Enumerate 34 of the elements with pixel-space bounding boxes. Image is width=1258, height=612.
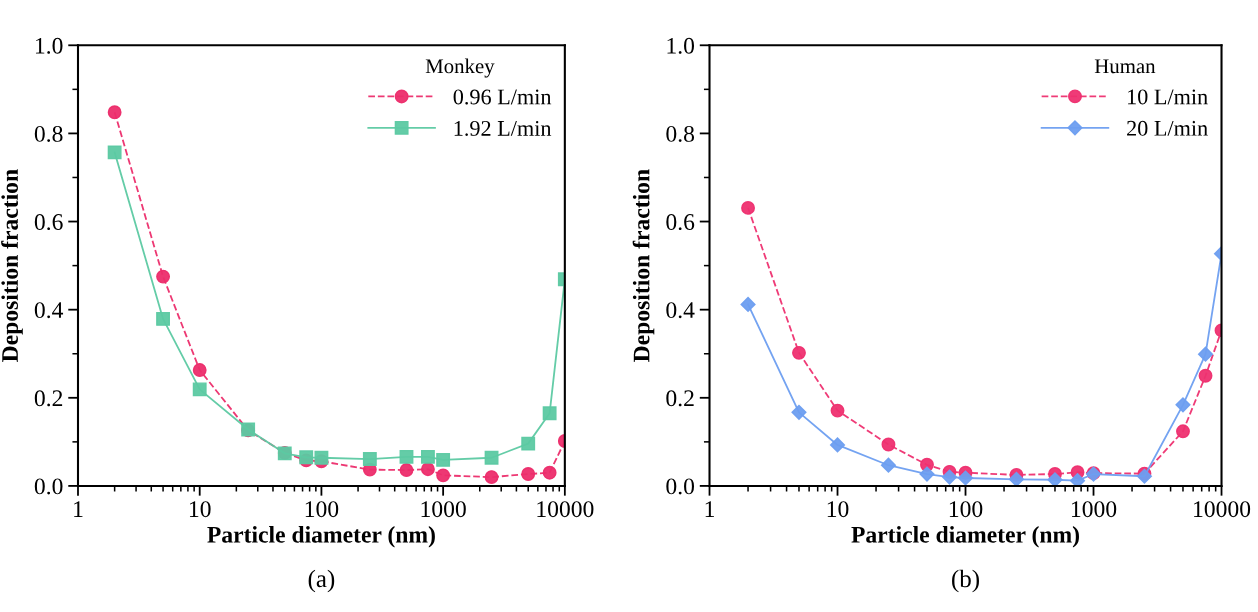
x-axis-title: Particle diameter (nm) (851, 526, 1079, 548)
legend-label: 20 L/min (1127, 120, 1208, 136)
y-tick-label: 0.4 (34, 302, 64, 319)
x-tick-label: 1000 (421, 501, 466, 518)
y-axis-title: Deposition fraction (1, 169, 23, 362)
y-tick-label: 0.8 (666, 125, 695, 142)
legend-label: 10 L/min (1128, 89, 1208, 105)
x-tick-label: 10000 (537, 501, 594, 518)
x-tick-label: 1000 (1071, 501, 1117, 518)
x-tick-label: 10000 (1194, 501, 1251, 518)
x-tick-label: 1 (705, 501, 714, 517)
y-tick-label: 0.0 (34, 478, 63, 495)
legend-label: 1.92 L/min (454, 120, 552, 136)
x-tick-label: 1 (74, 501, 83, 517)
y-tick-label: 0.6 (34, 214, 63, 231)
legend-title: Monkey (425, 58, 495, 78)
x-tick-label: 10 (189, 501, 211, 518)
y-tick-label: 1.0 (35, 37, 63, 54)
y-tick-label: 0.0 (666, 478, 695, 495)
y-axis-title: Deposition fraction (632, 169, 655, 362)
y-tick-label: 0.8 (34, 125, 63, 142)
text: (b) (952, 569, 979, 593)
x-tick-label: 100 (949, 501, 983, 518)
text: (a) (308, 569, 335, 593)
legend-title: Human (1094, 59, 1156, 74)
y-tick-label: 0.2 (34, 390, 63, 407)
y-tick-label: 1.0 (667, 37, 695, 54)
x-tick-label: 10 (827, 501, 849, 518)
y-tick-label: 0.6 (666, 214, 695, 231)
x-tick-label: 100 (305, 501, 339, 518)
y-tick-label: 0.4 (666, 302, 695, 319)
legend-label: 0.96 L/min (453, 89, 552, 105)
y-tick-label: 0.2 (666, 390, 694, 407)
x-axis-title: Particle diameter (nm) (207, 526, 435, 548)
